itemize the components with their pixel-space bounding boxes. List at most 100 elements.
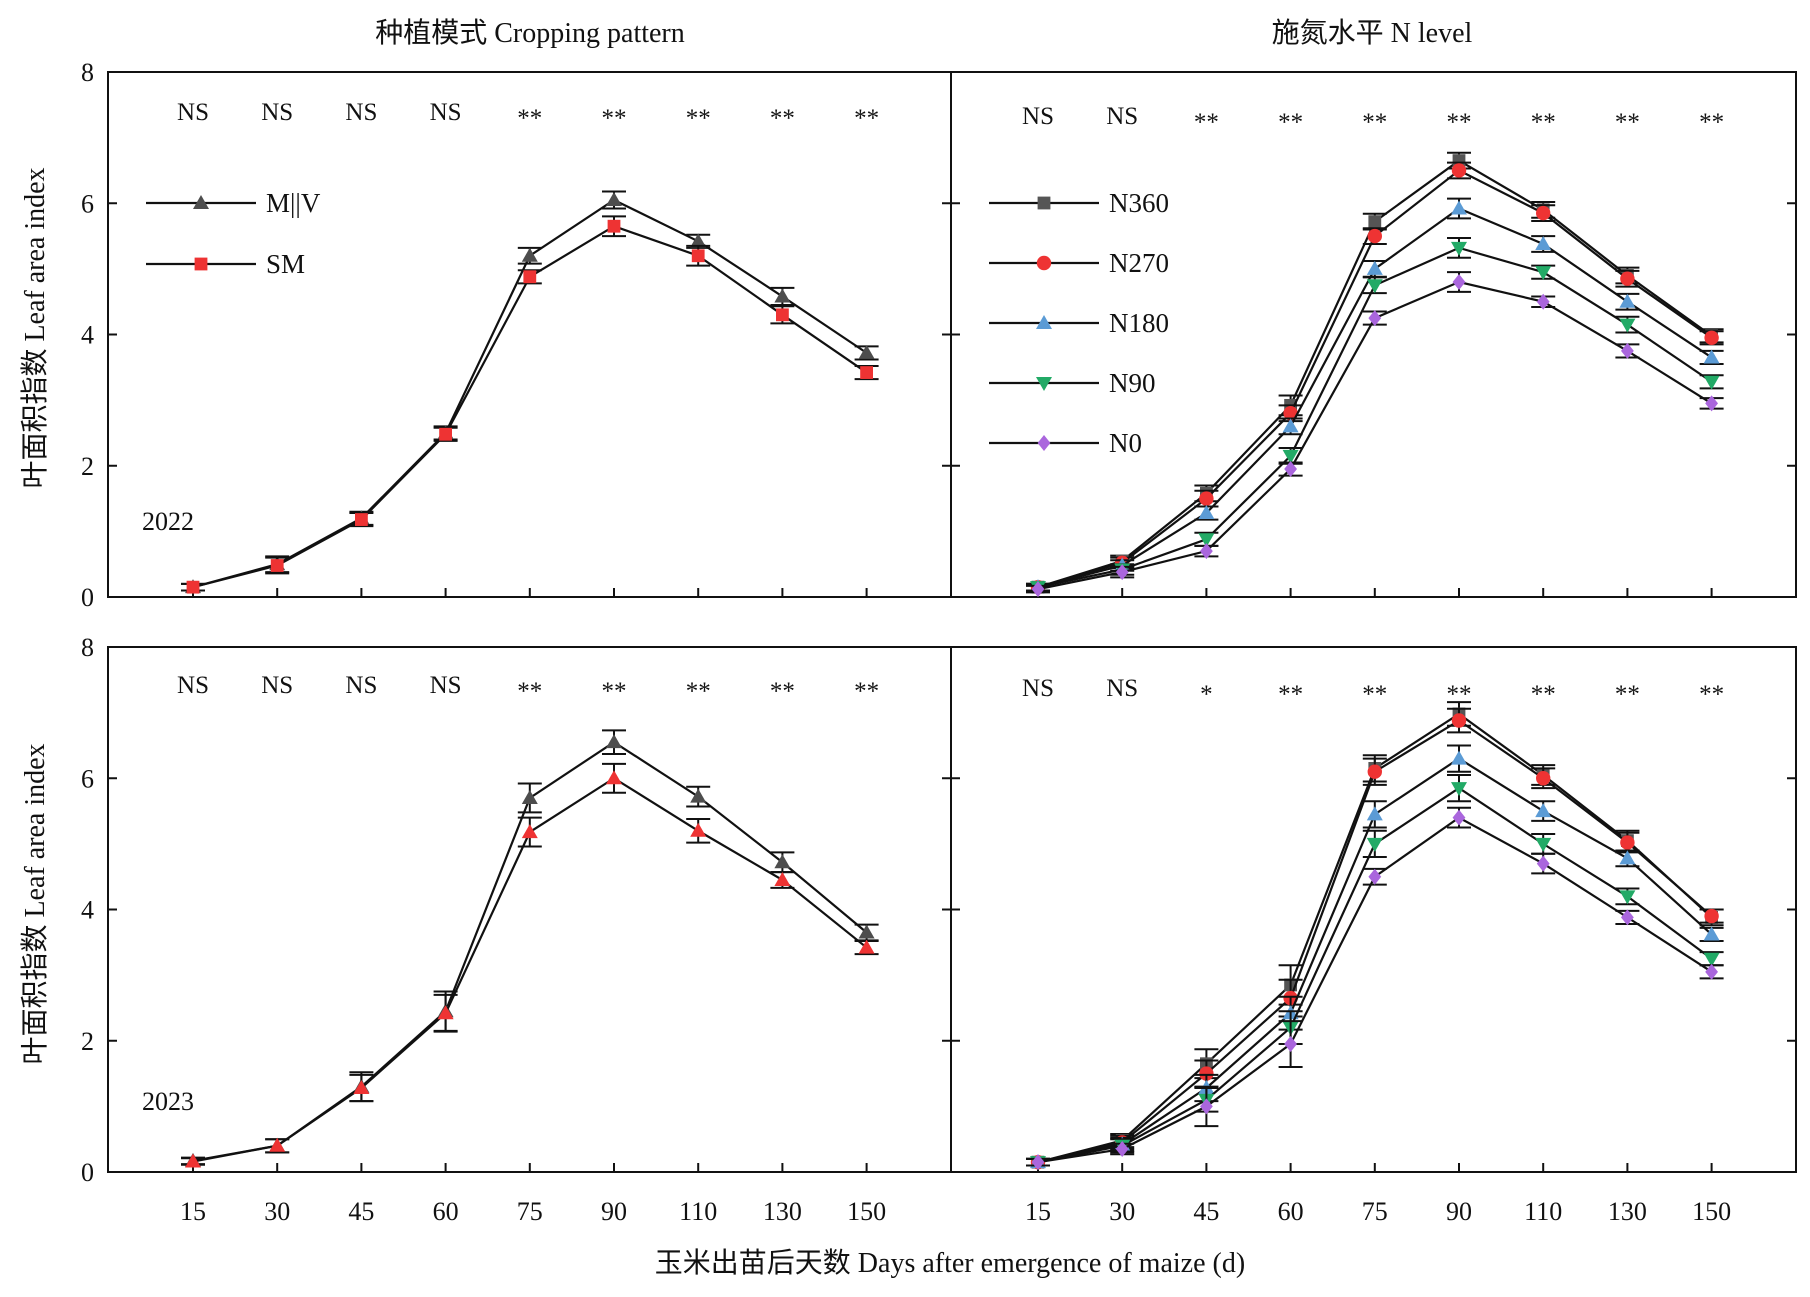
data-point — [1621, 909, 1634, 926]
series-n90 — [1026, 237, 1724, 596]
x-tick-label: 130 — [1608, 1197, 1647, 1226]
data-point — [437, 1005, 454, 1020]
data-point — [1198, 533, 1215, 548]
series-n0 — [1026, 806, 1724, 1171]
data-point — [521, 247, 538, 262]
significance-label: NS — [345, 672, 377, 699]
data-point — [1199, 1066, 1214, 1081]
data-point — [269, 1137, 286, 1152]
significance-label: NS — [261, 99, 293, 126]
data-point — [1282, 449, 1299, 464]
legend-label: M||V — [266, 188, 321, 218]
year-label-2023: 2023 — [142, 1087, 194, 1116]
data-point — [1366, 260, 1383, 275]
significance-label: NS — [1106, 675, 1138, 702]
legend-marker — [1037, 435, 1051, 451]
x-tick-label: 60 — [1278, 1197, 1304, 1226]
significance-label: ** — [1615, 109, 1640, 136]
x-tick-label: 75 — [517, 1197, 543, 1226]
data-point — [1451, 750, 1467, 765]
data-point — [523, 270, 537, 284]
data-point — [1366, 279, 1383, 294]
legend-label: N0 — [1109, 428, 1142, 458]
x-tick-label: 15 — [180, 1197, 206, 1226]
data-point — [1368, 215, 1382, 229]
x-tick-label: 110 — [1524, 1197, 1562, 1226]
x-tick-label: 60 — [433, 1197, 459, 1226]
x-tick-label: 150 — [1692, 1197, 1731, 1226]
x-tick-label: 90 — [601, 1197, 627, 1226]
x-tick-label: 75 — [1362, 1197, 1388, 1226]
significance-label: ** — [854, 105, 879, 132]
data-point — [774, 288, 791, 303]
column-title-cropping-pattern: 种植模式 Cropping pattern — [375, 17, 685, 49]
year-label-2022: 2022 — [142, 507, 194, 536]
x-tick-label: 30 — [264, 1197, 290, 1226]
y-tick-label: 2 — [81, 452, 94, 481]
data-point — [1282, 418, 1299, 433]
data-point — [1536, 293, 1550, 310]
significance-label: ** — [1278, 109, 1303, 136]
series-n0 — [1026, 271, 1724, 598]
data-point — [521, 824, 538, 839]
data-point — [858, 344, 875, 359]
y-tick-label: 6 — [81, 764, 94, 793]
significance-label: ** — [602, 678, 627, 705]
y-tick-label: 0 — [81, 583, 94, 612]
significance-label: ** — [517, 105, 542, 132]
data-point — [355, 513, 368, 526]
legend-marker — [194, 257, 208, 271]
data-point — [1115, 1141, 1129, 1158]
significance-label: ** — [1531, 109, 1556, 136]
significance-label: ** — [1699, 109, 1724, 136]
data-point — [1536, 771, 1551, 786]
data-point — [1536, 855, 1550, 872]
significance-label: ** — [1278, 681, 1303, 708]
significance-label: NS — [430, 672, 462, 699]
significance-label: ** — [854, 678, 879, 705]
y-tick-label: 4 — [81, 896, 94, 925]
series-line — [1037, 246, 1713, 589]
data-point — [1451, 200, 1467, 215]
data-point — [690, 788, 707, 803]
y-axis-title-bottom: 叶面积指数 Leaf area index — [19, 743, 51, 1064]
significance-label: NS — [1022, 103, 1054, 130]
data-point — [606, 734, 622, 749]
significance-label: ** — [1447, 109, 1472, 136]
x-axis-title: 玉米出苗后天数 Days after emergence of maize (d… — [655, 1247, 1245, 1279]
data-point — [185, 1153, 201, 1168]
data-point — [1367, 228, 1383, 244]
significance-label: NS — [1022, 675, 1054, 702]
panel-frame — [950, 71, 1797, 598]
data-point — [1703, 952, 1720, 967]
data-point — [776, 308, 789, 322]
data-point — [1451, 163, 1467, 178]
x-tick-label: 110 — [679, 1197, 717, 1226]
y-tick-label: 2 — [81, 1027, 94, 1056]
data-point — [858, 924, 875, 939]
series-line — [1037, 719, 1713, 1164]
significance-label: NS — [261, 672, 293, 699]
data-point — [690, 822, 707, 837]
significance-label: ** — [1531, 681, 1556, 708]
x-tick-label: 45 — [348, 1197, 374, 1226]
y-tick-label: 4 — [81, 321, 94, 350]
significance-label: ** — [1194, 109, 1219, 136]
legend-label: N180 — [1109, 308, 1169, 338]
significance-label: ** — [686, 678, 711, 705]
data-point — [1284, 461, 1297, 478]
data-point — [1031, 581, 1045, 598]
legend-marker — [1036, 315, 1052, 329]
data-point — [1620, 835, 1635, 850]
data-point — [774, 854, 791, 869]
panel-frame — [950, 646, 1797, 1173]
data-point — [521, 789, 538, 804]
x-tick-label: 45 — [1193, 1197, 1219, 1226]
data-point — [186, 580, 200, 594]
data-point — [1115, 564, 1129, 581]
data-point — [1535, 235, 1552, 250]
x-tick-label: 150 — [847, 1197, 886, 1226]
significance-label: NS — [1106, 103, 1138, 130]
